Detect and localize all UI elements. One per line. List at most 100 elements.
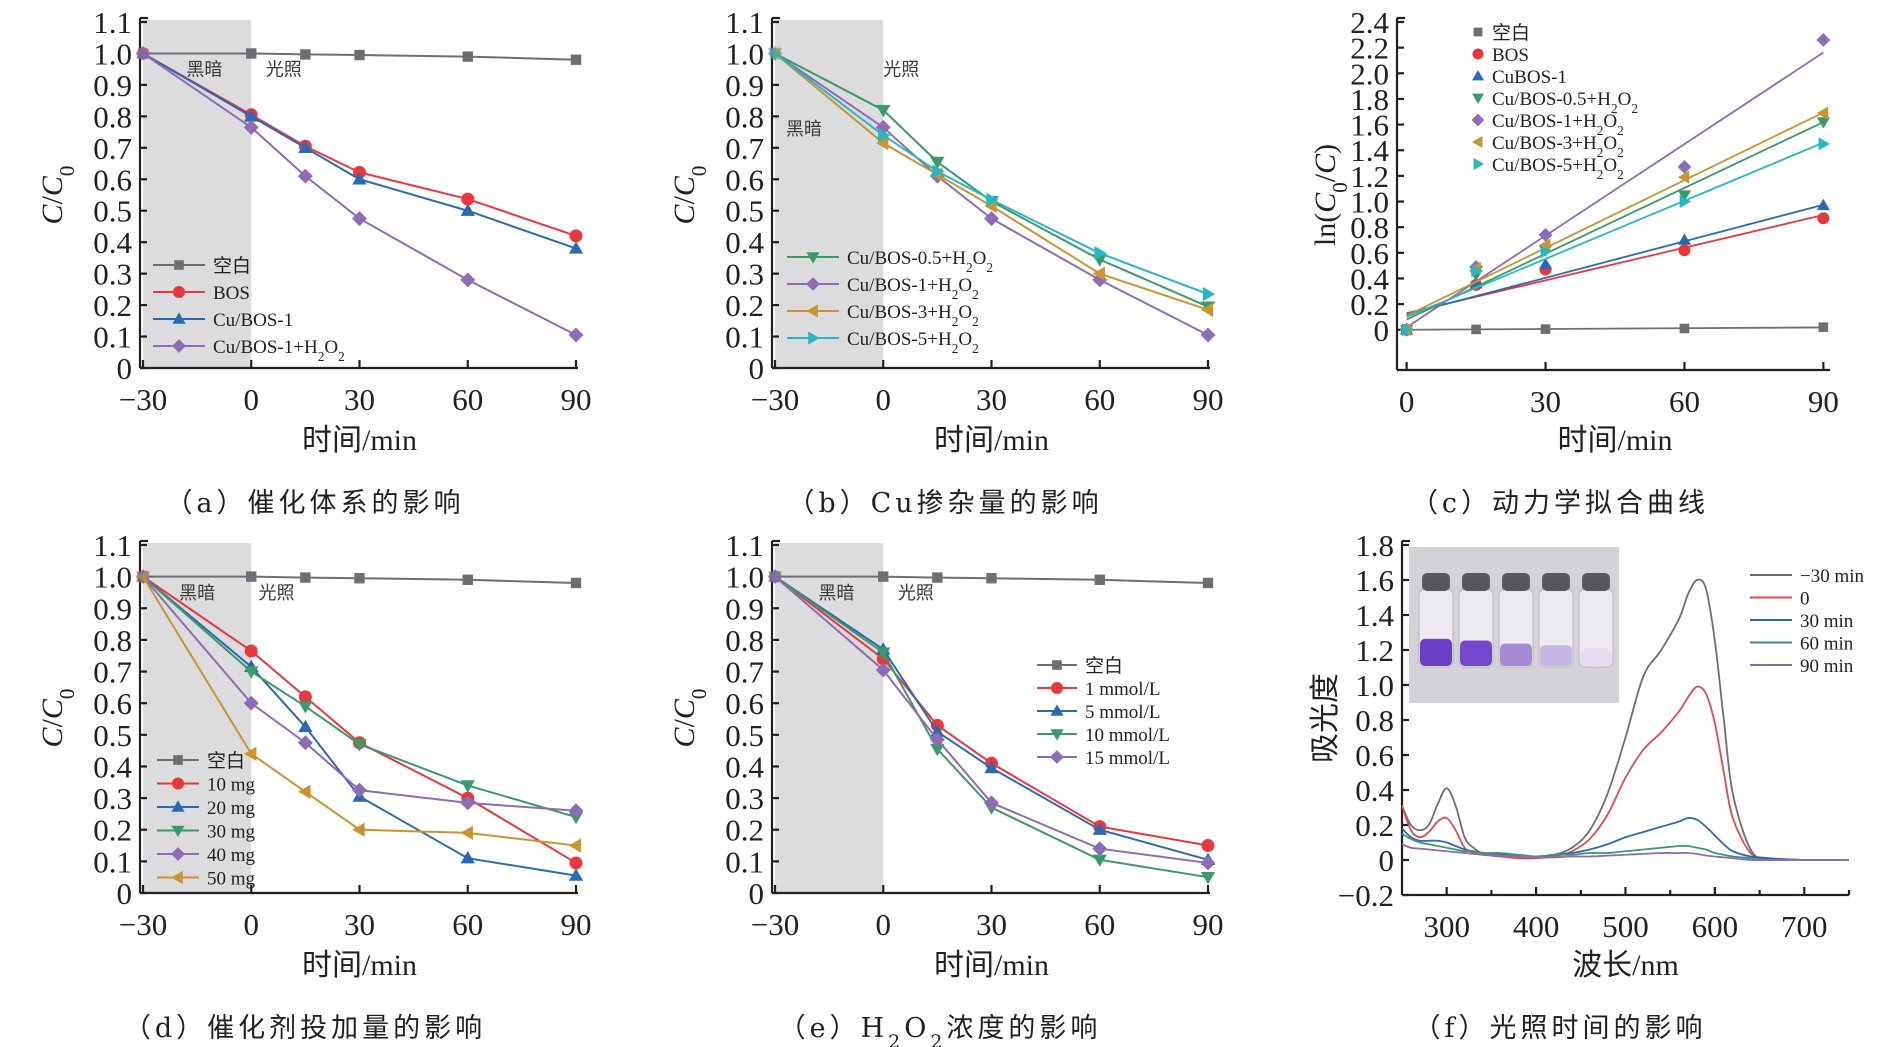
data-point (297, 168, 313, 184)
data-point (1200, 855, 1216, 871)
vial-cap (1582, 573, 1610, 591)
data-point (1202, 577, 1214, 589)
x-tick-label: 30 (976, 382, 1007, 417)
legend-marker (806, 304, 818, 318)
data-marker (1200, 855, 1216, 871)
legend-marker (172, 312, 186, 324)
data-marker (878, 571, 889, 582)
y-tick-label: 0.3 (93, 257, 132, 292)
x-axis-title: 时间/min (302, 949, 417, 982)
legend-label: 40 mg (207, 845, 256, 866)
legend-label: 空白 (1492, 22, 1530, 44)
series-line (143, 52, 577, 61)
y-tick-label: 0.4 (1350, 261, 1389, 296)
legend-marker (808, 331, 820, 345)
data-marker (569, 856, 583, 870)
y-tick-label: 0.2 (93, 288, 132, 323)
x-axis-title: 波长/nm (1572, 949, 1679, 982)
x-tick-label: 60 (1084, 382, 1115, 417)
legend-label: Cu/BOS-5+H2O2 (847, 329, 979, 356)
legend-label: 20 mg (207, 798, 256, 819)
data-marker (1200, 327, 1216, 343)
legend-item: Cu/BOS-1+H2O2 (1471, 111, 1624, 138)
data-point (244, 109, 259, 122)
series-line (142, 52, 577, 250)
y-tick-label: 1.2 (1355, 633, 1394, 668)
legend-item: 10 mg (157, 775, 256, 796)
y-tick-label: 0.8 (725, 623, 764, 658)
legend-marker (172, 777, 184, 790)
data-point (568, 327, 584, 343)
dark-period-shading (143, 20, 252, 368)
x-tick-label: 0 (876, 907, 892, 942)
data-marker (1092, 854, 1107, 867)
data-point (352, 782, 367, 798)
x-tick-label: −30 (751, 907, 799, 942)
x-tick-label: 90 (1193, 382, 1224, 417)
y-tick-label: 0.1 (725, 320, 764, 355)
data-marker (298, 701, 313, 714)
legend-marker (173, 286, 185, 298)
x-tick-label: 60 (452, 907, 483, 942)
data-marker (243, 695, 259, 711)
panel-caption: （d）催化剂投加量的影响 (124, 1013, 486, 1044)
legend-item: 空白 (153, 255, 251, 277)
data-point (1816, 106, 1829, 120)
data-point (1679, 194, 1692, 209)
data-point (135, 45, 151, 61)
data-marker (246, 571, 257, 582)
data-point (1092, 272, 1108, 288)
legend-item: 15 mmol/L (1037, 748, 1170, 769)
data-point (984, 211, 999, 227)
legend: Cu/BOS-0.5+H2O2Cu/BOS-1+H2O2Cu/BOS-3+H2O… (787, 248, 993, 356)
x-axis-title: 时间/min (302, 424, 417, 457)
data-marker (1092, 841, 1108, 857)
vial-cap (1502, 573, 1530, 591)
dark-period-shading (143, 543, 252, 893)
panel-caption: （a）催化体系的影响 (165, 488, 464, 519)
y-tick-label: 1.4 (1355, 598, 1394, 633)
y-tick-label: 1.6 (1350, 108, 1389, 143)
y-tick-label: 0.6 (1350, 236, 1389, 271)
data-marker (244, 644, 258, 658)
data-marker (243, 119, 259, 135)
legend-marker (806, 252, 820, 264)
y-tick-label: 0.7 (725, 655, 764, 690)
y-tick-label: 2.2 (1350, 31, 1389, 66)
legend-item: 10 mmol/L (1037, 725, 1170, 746)
y-tick-label: 0.9 (93, 68, 132, 103)
data-point (767, 569, 783, 585)
legend-item: Cu/BOS-1+H2O2 (153, 337, 345, 364)
y-tick-label: 0.5 (725, 194, 764, 229)
data-point (297, 735, 313, 751)
dark-period-label: 黑暗 (179, 583, 215, 604)
series-5 (1399, 33, 1831, 337)
legend-label: 60 min (1800, 634, 1854, 655)
series-line (774, 575, 1209, 847)
data-point (246, 571, 257, 582)
y-tick-label: 0.1 (93, 320, 132, 355)
data-point (1092, 841, 1108, 857)
legend-marker (1472, 48, 1484, 60)
vial-cap (1422, 573, 1450, 591)
legend-label: 空白 (207, 750, 245, 772)
data-marker (298, 140, 313, 154)
data-marker (1200, 302, 1214, 317)
legend-item: 50 mg (157, 869, 256, 890)
data-point (352, 211, 367, 227)
legend-item: 40 mg (157, 845, 256, 866)
series-4 (135, 45, 584, 343)
data-marker (297, 735, 313, 751)
data-point (1679, 323, 1690, 334)
x-tick-label: 0 (244, 907, 260, 942)
data-point (878, 128, 891, 143)
data-point (570, 54, 582, 65)
series-line (774, 52, 1209, 311)
y-tick-label: 1.0 (725, 36, 764, 71)
series-line (143, 575, 577, 584)
y-tick-label: 0 (1379, 843, 1395, 878)
panel-caption: （f）光照时间的影响 (1414, 1013, 1707, 1044)
x-tick-label: 0 (1399, 384, 1415, 419)
fit-line (1406, 326, 1824, 331)
y-tick-label: 0.8 (725, 99, 764, 134)
